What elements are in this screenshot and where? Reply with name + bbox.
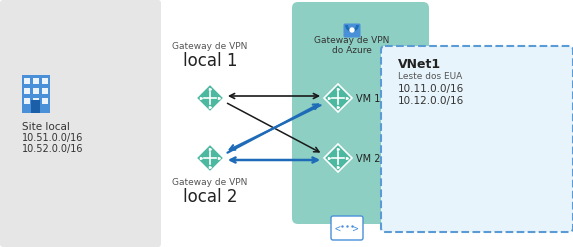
FancyBboxPatch shape [33,98,39,104]
FancyBboxPatch shape [343,23,360,38]
FancyBboxPatch shape [0,0,161,247]
Text: VM 2: VM 2 [356,154,380,164]
Text: <  >: < > [335,224,359,234]
FancyBboxPatch shape [31,100,40,113]
FancyBboxPatch shape [381,46,573,232]
Text: local 1: local 1 [183,52,237,70]
Polygon shape [324,144,352,172]
Circle shape [350,28,354,32]
Text: Gateway de VPN: Gateway de VPN [172,178,248,187]
Text: Site local: Site local [22,122,70,132]
Text: Gateway de VPN: Gateway de VPN [172,42,248,51]
FancyBboxPatch shape [22,75,50,113]
Text: 10.52.0.0/16: 10.52.0.0/16 [22,144,84,154]
Polygon shape [196,144,224,172]
FancyBboxPatch shape [33,78,39,84]
Text: do Azure: do Azure [332,46,372,55]
FancyBboxPatch shape [331,216,363,240]
Text: Gateway de VPN: Gateway de VPN [315,36,390,45]
FancyBboxPatch shape [24,88,30,94]
Polygon shape [196,84,224,112]
Text: local 2: local 2 [183,188,237,206]
Text: 10.12.0.0/16: 10.12.0.0/16 [398,96,464,106]
FancyBboxPatch shape [42,98,48,104]
FancyBboxPatch shape [292,2,429,224]
FancyBboxPatch shape [42,78,48,84]
FancyArrowPatch shape [230,105,320,150]
Text: 10.51.0.0/16: 10.51.0.0/16 [22,133,84,143]
FancyArrowPatch shape [230,94,319,99]
FancyBboxPatch shape [24,98,30,104]
FancyBboxPatch shape [42,88,48,94]
Text: VNet1: VNet1 [398,58,441,71]
Text: VM 1: VM 1 [356,94,380,104]
FancyBboxPatch shape [33,88,39,94]
Polygon shape [324,84,352,112]
Text: Leste dos EUA: Leste dos EUA [398,72,462,81]
FancyArrowPatch shape [227,103,319,152]
Text: 10.11.0.0/16: 10.11.0.0/16 [398,84,464,94]
FancyBboxPatch shape [24,78,30,84]
FancyArrowPatch shape [230,158,317,163]
FancyArrowPatch shape [227,104,319,153]
